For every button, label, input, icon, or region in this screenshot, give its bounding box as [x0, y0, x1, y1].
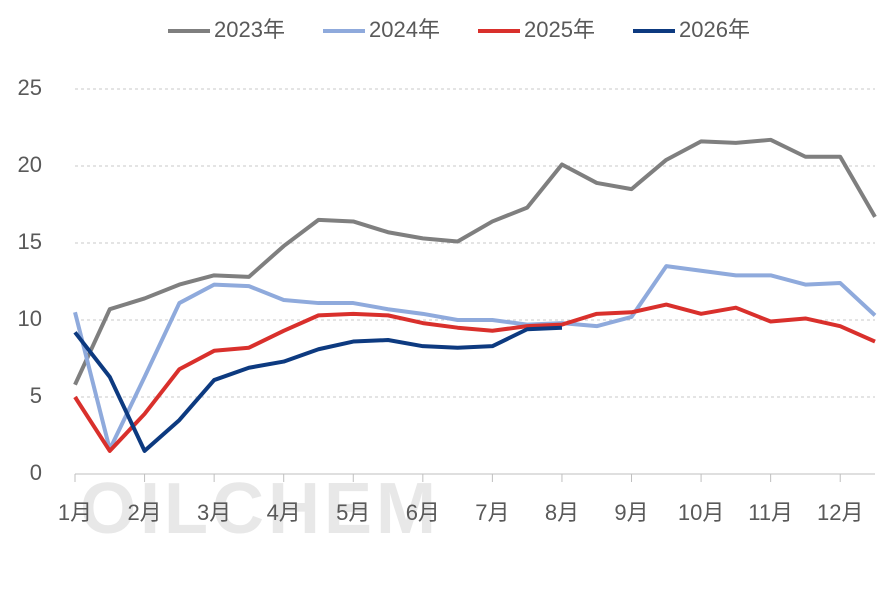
x-tick-label: 10月 [678, 500, 724, 525]
y-tick-label: 25 [18, 75, 42, 100]
x-tick-label: 4月 [267, 500, 301, 525]
x-tick-label: 5月 [336, 500, 370, 525]
x-tick-label: 9月 [614, 500, 648, 525]
y-tick-label: 5 [30, 383, 42, 408]
series-line [73, 137, 877, 386]
x-tick-label: 2月 [127, 500, 161, 525]
y-tick-label: 20 [18, 152, 42, 177]
x-tick-label: 7月 [475, 500, 509, 525]
legend-label: 2024年 [369, 17, 440, 42]
y-tick-label: 10 [18, 306, 42, 331]
series-line [73, 325, 563, 453]
legend-label: 2025年 [524, 17, 595, 42]
x-tick-label: 1月 [58, 500, 92, 525]
watermark: OILCHEM [80, 469, 440, 549]
x-tick-label: 6月 [406, 500, 440, 525]
y-tick-label: 15 [18, 229, 42, 254]
series-line [73, 264, 877, 452]
legend-label: 2023年 [214, 17, 285, 42]
x-tick-label: 12月 [817, 500, 863, 525]
series-line [73, 302, 876, 453]
x-tick-label: 11月 [748, 500, 793, 525]
x-tick-label: 8月 [545, 500, 579, 525]
x-tick-label: 3月 [197, 500, 231, 525]
y-tick-label: 0 [30, 460, 42, 485]
legend-label: 2026年 [679, 17, 750, 42]
